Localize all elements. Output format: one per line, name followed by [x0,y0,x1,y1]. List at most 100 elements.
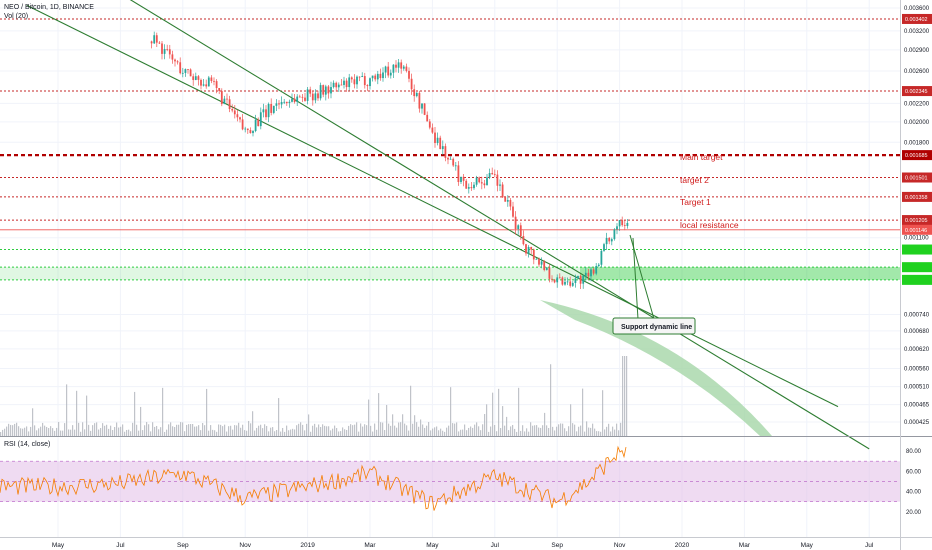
candle-body [551,278,553,280]
volume-bar [346,429,348,436]
candle-body [194,76,197,80]
price-tick-label: 0.003200 [904,29,930,35]
volume-bar [124,431,126,436]
price-axis[interactable]: 0.003600 0.003200 0.002900 0.002600 0.002200… [904,6,930,426]
volume-bar [330,430,332,436]
volume-bar [394,425,396,436]
candle-body [600,250,603,265]
volume-bar [188,424,190,436]
candle-body [187,69,189,70]
callout-box[interactable] [612,317,696,335]
volume-bar [256,427,258,436]
candle-body [613,229,616,240]
price-badge-label: 0.001146 [905,228,927,234]
candle-body [161,43,163,54]
volume-bar [24,427,26,436]
trendlines[interactable] [26,0,870,450]
rsi-label: RSI (14, close) [4,441,50,448]
x-tick-label: Nov [614,542,626,549]
volume-bar [126,429,128,436]
volume-bar [280,431,282,436]
volume-bar [376,429,378,436]
candle-body [220,91,223,105]
candle-body [447,157,449,160]
volume-bar [306,423,308,436]
horizontal-levels[interactable] [0,18,900,281]
volume-bar [294,429,296,436]
candle-body [384,66,387,73]
candles [150,31,629,290]
volume-bar [154,426,156,436]
candle-body [553,279,556,283]
volume-bar [592,423,594,436]
chart-title: NEO / Bitcoin, 1D, BINANCE [4,4,94,11]
volume-bar [234,425,236,436]
x-tick-label: Sep [177,542,189,549]
candle-body [434,132,436,144]
candle-body [330,87,332,94]
candle-body [223,98,226,105]
candle-body [626,222,629,227]
candle-body [166,48,169,50]
volume-bar [192,423,194,436]
candle-body [558,277,561,279]
candle-body [213,80,215,82]
volume-bar [300,422,302,436]
price-badge [902,215,932,226]
volume-bar [500,428,502,436]
candle-body [179,62,182,74]
volume-bar [30,426,32,436]
volume-bar [296,425,298,436]
volume-bar [38,428,40,436]
volume-bar [132,422,134,436]
price-badge-label: 0.003402 [905,17,927,23]
volume-bar [26,426,28,436]
candle-body [244,128,247,130]
candle-body [467,187,470,189]
candle-body [439,137,442,150]
candle-body [418,92,421,109]
volume-bar [178,424,180,436]
candle-body [571,282,574,286]
volume-bar [20,428,22,436]
volume-bar [428,422,430,436]
candle-body [452,158,455,166]
volume-bar [352,425,354,436]
volume-bar [244,430,246,436]
volume-bar [552,426,554,436]
trendline [129,0,870,450]
volume-bar [546,425,548,436]
candle-body [226,98,228,100]
volume-bar [348,425,350,436]
volume-bar [396,427,398,436]
volume-bar [82,422,84,436]
time-axis[interactable]: May Jul Sep Nov 2019 Mar May Jul Sep Nov 2020 Mar Ma… [52,542,874,549]
candle-body [478,177,481,183]
candle-body [499,184,501,186]
volume-bar [48,428,50,436]
volume-bar [264,424,266,436]
volume-bar [386,404,388,436]
volume-bar [588,427,590,436]
candle-body [319,85,322,99]
rsi-band [0,460,900,503]
volume-bar [118,427,120,436]
candle-body [493,174,496,176]
price-badge [902,172,932,183]
candle-body [616,226,618,230]
volume-bar [134,391,136,436]
volume-bar [538,427,540,436]
volume-bar [516,431,518,436]
candle-body [291,98,293,102]
candle-body [584,272,587,276]
volume-bar [510,426,512,436]
volume-bar [28,431,30,436]
volume-bar [616,423,618,436]
volume-bar [402,414,404,436]
volume-bar [448,425,450,436]
candle-body [530,246,533,250]
volume-bar [180,422,182,436]
candle-body [506,200,509,202]
volume-bar [200,430,202,436]
